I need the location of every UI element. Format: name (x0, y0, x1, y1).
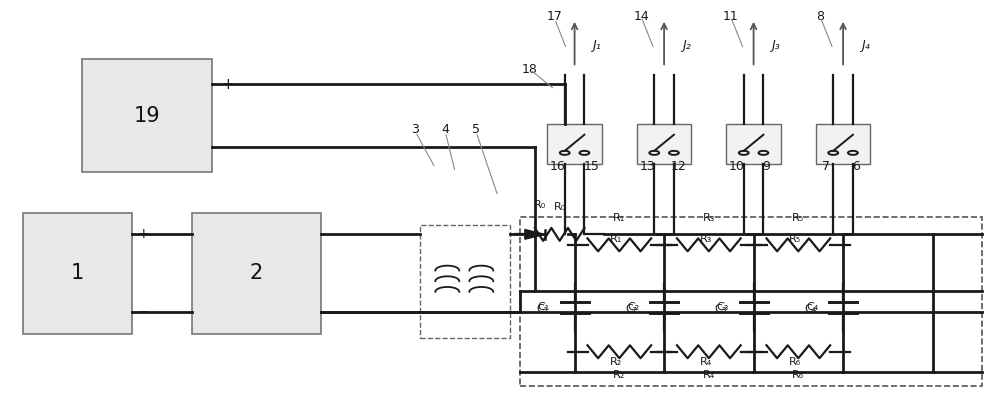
Text: 13: 13 (639, 160, 655, 173)
Text: 8: 8 (816, 10, 824, 23)
Bar (816, 124, 870, 164)
Text: R₄: R₄ (703, 370, 715, 380)
Text: R₁: R₁ (610, 234, 622, 244)
Bar (726, 124, 781, 164)
Bar (82, 59, 212, 172)
Bar (192, 213, 321, 334)
Text: 2: 2 (250, 263, 263, 283)
Text: 11: 11 (723, 10, 739, 23)
Text: R₀: R₀ (554, 202, 566, 212)
Text: 19: 19 (134, 106, 160, 126)
Text: 15: 15 (584, 160, 599, 173)
Text: +: + (137, 227, 149, 241)
Text: 7: 7 (822, 160, 830, 173)
Text: R₂: R₂ (613, 370, 625, 380)
Text: C₄: C₄ (804, 304, 816, 315)
Text: C₄: C₄ (806, 302, 818, 312)
Bar (420, 225, 510, 338)
Text: −: − (137, 305, 149, 319)
Text: 9: 9 (763, 160, 770, 173)
Bar (547, 124, 602, 164)
Text: R₆: R₆ (789, 357, 801, 367)
Text: R₄: R₄ (700, 357, 712, 367)
Text: +: + (222, 76, 234, 92)
Text: C₁: C₁ (537, 304, 549, 315)
Text: J₃: J₃ (771, 38, 780, 52)
Text: R₃: R₃ (700, 234, 712, 244)
Text: R₀: R₀ (534, 200, 546, 209)
Text: 14: 14 (633, 10, 649, 23)
Text: 16: 16 (550, 160, 566, 173)
Text: 1: 1 (71, 263, 84, 283)
Bar (23, 213, 132, 334)
Text: C₁: C₁ (537, 302, 550, 312)
Text: R₁: R₁ (613, 213, 625, 222)
Text: C₃: C₃ (716, 302, 729, 312)
Text: R₂: R₂ (610, 357, 622, 367)
Text: C₂: C₂ (625, 304, 637, 315)
Bar (637, 124, 691, 164)
Text: R₃: R₃ (703, 213, 715, 222)
Text: C₂: C₂ (627, 302, 639, 312)
Text: 18: 18 (522, 63, 538, 76)
Text: 4: 4 (441, 124, 449, 136)
Bar (520, 217, 982, 386)
Polygon shape (525, 229, 545, 239)
Text: R₅: R₅ (792, 213, 804, 222)
Text: C₃: C₃ (715, 304, 727, 315)
Text: 17: 17 (547, 10, 563, 23)
Text: 10: 10 (729, 160, 745, 173)
Text: R₅: R₅ (789, 234, 801, 244)
Text: J₁: J₁ (592, 38, 601, 52)
Text: 12: 12 (671, 160, 687, 173)
Text: 6: 6 (852, 160, 860, 173)
Text: 5: 5 (472, 124, 480, 136)
Text: −: − (222, 140, 234, 155)
Text: 3: 3 (412, 124, 419, 136)
Text: J₄: J₄ (861, 38, 870, 52)
Text: J₂: J₂ (682, 38, 691, 52)
Text: R₆: R₆ (792, 370, 804, 380)
